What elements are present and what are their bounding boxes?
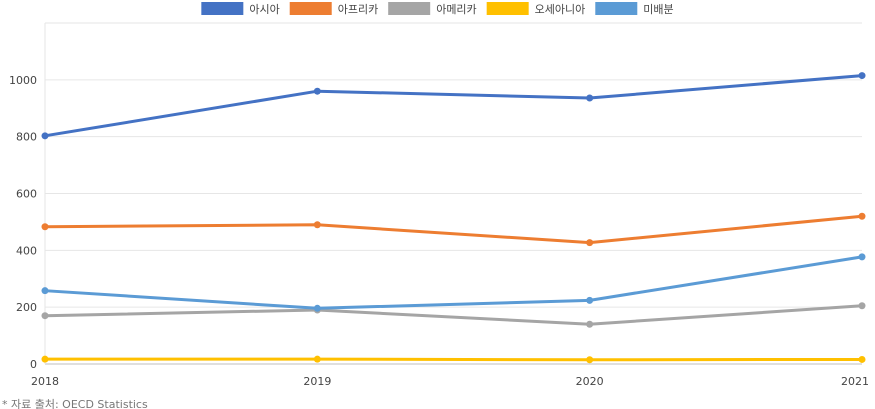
- legend: 아시아 아프리카 아메리카 오세아니아 미배분: [201, 2, 674, 16]
- legend-item[interactable]: 아시아: [201, 2, 280, 16]
- legend-swatch: [486, 2, 529, 15]
- series-1: [41, 212, 866, 247]
- legend-label: 오세아니아: [535, 3, 586, 16]
- data-point: [313, 355, 321, 363]
- y-tick-label: 600: [16, 188, 37, 201]
- legend-label: 미배분: [643, 3, 673, 16]
- data-point: [313, 304, 321, 312]
- data-point: [858, 212, 866, 220]
- legend-item[interactable]: 아메리카: [388, 2, 477, 16]
- y-tick-label: 1000: [9, 74, 37, 87]
- y-tick-label: 0: [30, 358, 37, 371]
- y-tick-label: 800: [16, 131, 37, 144]
- data-point: [586, 356, 594, 364]
- x-tick-label: 2020: [576, 375, 604, 388]
- data-point: [313, 221, 321, 229]
- data-point: [586, 320, 594, 328]
- source-note: * 자료 출처: OECD Statistics: [2, 398, 148, 409]
- legend-item[interactable]: 오세아니아: [486, 2, 586, 16]
- x-tick-label: 2021: [841, 375, 869, 388]
- y-tick-label: 200: [16, 301, 37, 314]
- data-point: [41, 287, 49, 295]
- series-0: [41, 72, 866, 140]
- data-point: [41, 132, 49, 140]
- data-point: [41, 355, 49, 363]
- gridlines: [44, 22, 862, 365]
- series-line: [43, 214, 864, 245]
- legend-swatch: [289, 2, 332, 15]
- series-line: [43, 357, 864, 362]
- series-3: [41, 355, 866, 364]
- data-point: [41, 223, 49, 231]
- data-point: [313, 87, 321, 95]
- series-line: [43, 304, 864, 326]
- data-point: [586, 296, 594, 304]
- data-point: [858, 302, 866, 310]
- series-4: [41, 253, 866, 312]
- x-axis: 2018 2019 2020 2021: [31, 375, 869, 388]
- data-point: [586, 239, 594, 247]
- series-2: [41, 302, 866, 328]
- data-point: [586, 94, 594, 102]
- data-point: [41, 312, 49, 320]
- legend-label: 아시아: [249, 3, 279, 16]
- legend-label: 아메리카: [436, 3, 476, 16]
- data-point: [858, 355, 866, 363]
- data-point: [858, 72, 866, 80]
- series-group: [41, 72, 866, 364]
- series-line: [43, 74, 864, 138]
- x-tick-label: 2018: [31, 375, 59, 388]
- data-point: [858, 253, 866, 261]
- legend-item[interactable]: 미배분: [595, 2, 674, 16]
- legend-swatch: [388, 2, 431, 15]
- legend-swatch: [595, 2, 638, 15]
- legend-swatch: [201, 2, 244, 15]
- y-tick-label: 400: [16, 244, 37, 257]
- x-tick-label: 2019: [303, 375, 331, 388]
- series-line: [43, 255, 864, 310]
- y-axis: 0 200 400 600 800 1000: [9, 74, 37, 371]
- legend-item[interactable]: 아프리카: [289, 2, 378, 16]
- legend-label: 아프리카: [338, 3, 378, 16]
